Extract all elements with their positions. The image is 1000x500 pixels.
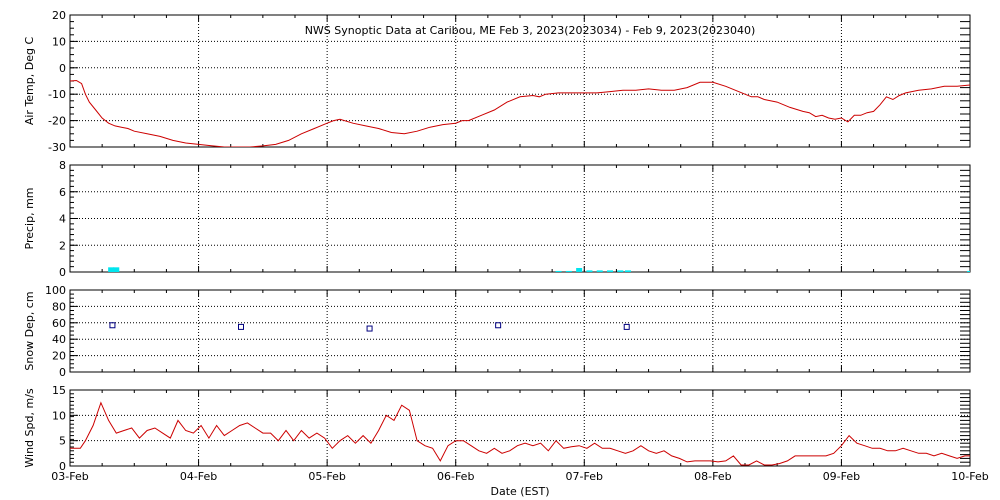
series-temp: [70, 79, 970, 147]
y-axis-label: Air Temp, Deg C: [23, 37, 36, 126]
snow-depth-point: [623, 323, 630, 330]
panel-temp: -30 -20 -10 0 10 20 Air Temp, Deg C: [23, 9, 971, 154]
x-tick-label: 08-Feb: [694, 470, 731, 483]
x-tick-label: 04-Feb: [180, 470, 217, 483]
precip-bar: [586, 270, 593, 272]
y-tick-label: 15: [52, 384, 66, 397]
y-tick-label: -30: [48, 141, 66, 154]
snow-depth-point: [495, 322, 502, 329]
panels: -30 -20 -10 0 10 20 Air Temp, Deg C 0 2 4 6 8 Precip…: [23, 9, 989, 483]
y-tick-label: 10: [52, 35, 66, 48]
precip-bar: [607, 270, 613, 272]
snow-depth-point: [109, 322, 116, 329]
y-tick-label: 0: [59, 366, 66, 379]
y-tick-label: 100: [45, 284, 66, 297]
y-tick-label: 20: [52, 9, 66, 22]
y-tick-label: 10: [52, 409, 66, 422]
x-tick-label: 03-Feb: [51, 470, 88, 483]
series-line-temp: [70, 79, 970, 147]
x-tick-label: 10-Feb: [951, 470, 988, 483]
x-tick-label: 07-Feb: [566, 470, 603, 483]
series-snow: [109, 322, 630, 332]
precip-bar: [625, 270, 631, 272]
panel-frame: [69, 289, 971, 373]
series-wind: [70, 401, 970, 466]
y-tick-label: -20: [48, 115, 66, 128]
y-tick-label: -10: [48, 88, 66, 101]
series-precip: [108, 267, 970, 272]
y-tick-label: 5: [59, 435, 66, 448]
precip-bar: [565, 270, 572, 272]
series-line-wind: [70, 401, 970, 466]
y-tick-label: 8: [59, 159, 66, 172]
precip-bar: [113, 267, 120, 272]
y-tick-label: 0: [59, 460, 66, 473]
y-tick-label: 20: [52, 350, 66, 363]
precip-bar: [967, 270, 970, 272]
y-axis-label: Snow Dep, cm: [23, 291, 36, 370]
panel-frame: [69, 389, 971, 467]
precip-bar: [108, 267, 115, 272]
x-tick-label: 05-Feb: [308, 470, 345, 483]
precip-bar: [596, 270, 603, 272]
snow-depth-point: [366, 325, 373, 332]
chart-title: NWS Synoptic Data at Caribou, ME Feb 3, …: [305, 24, 756, 37]
panel-wind: 0 5 10 15 Wind Spd, m/s 03-Feb 04-Feb 05-Feb 06-…: [23, 384, 989, 483]
x-axis-label: Date (EST): [490, 485, 549, 498]
y-tick-label: 0: [59, 62, 66, 75]
y-axis-label: Precip, mm: [23, 188, 36, 250]
precip-bar: [555, 270, 562, 272]
precip-bar: [576, 267, 583, 272]
panel-snow: 0 20 40 60 80 100 Snow Dep, cm: [23, 284, 971, 379]
x-tick-label: 09-Feb: [823, 470, 860, 483]
y-tick-label: 0: [59, 266, 66, 279]
y-tick-label: 6: [59, 186, 66, 199]
y-tick-label: 60: [52, 317, 66, 330]
panel-frame: [69, 164, 971, 273]
panel-precip: 0 2 4 6 8 Precip, mm: [23, 159, 971, 279]
y-tick-label: 4: [59, 213, 66, 226]
x-tick-label: 06-Feb: [437, 470, 474, 483]
y-tick-label: 40: [52, 333, 66, 346]
snow-depth-point: [238, 323, 244, 330]
y-tick-label: 2: [59, 239, 66, 252]
precip-bar: [617, 270, 624, 272]
y-tick-label: 80: [52, 300, 66, 313]
y-axis-label: Wind Spd, m/s: [23, 388, 36, 468]
